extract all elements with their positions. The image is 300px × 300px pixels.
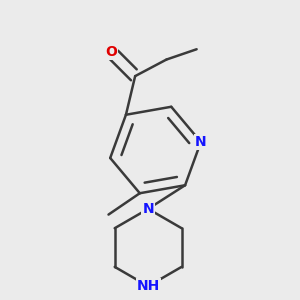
Text: O: O bbox=[105, 45, 117, 59]
Text: NH: NH bbox=[136, 279, 160, 293]
Text: N: N bbox=[195, 135, 207, 149]
Text: N: N bbox=[142, 202, 154, 216]
